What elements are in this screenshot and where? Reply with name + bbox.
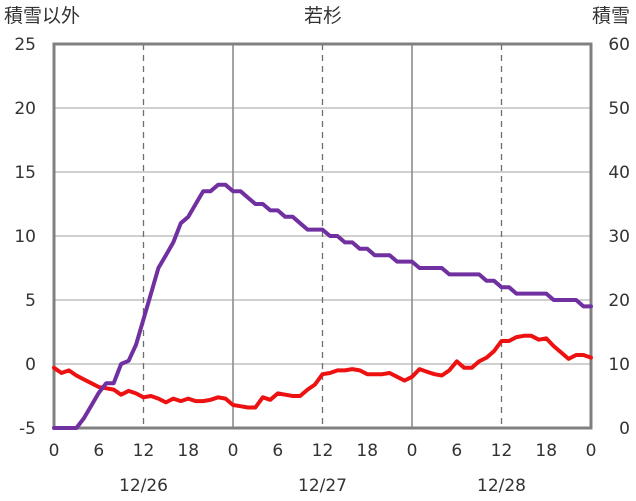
left-tick-label: 25 [14,35,36,55]
left-tick-label: 15 [14,163,36,183]
x-tick-label: 18 [177,441,199,461]
x-tick-label: 12 [133,441,155,461]
date-labels: 12/26 12/27 12/28 [119,476,526,496]
x-tick-label: 6 [272,441,283,461]
x-tick-label: 0 [228,441,239,461]
left-axis-label: 積雪以外 [4,5,80,27]
right-tick-label: 40 [608,163,630,183]
right-tick-label: 30 [608,227,630,247]
left-tick-label: 5 [25,291,36,311]
x-tick-label: 12 [491,441,513,461]
x-tick-label: 6 [451,441,462,461]
date-label: 12/27 [298,476,347,496]
left-tick-label: 10 [14,227,36,247]
date-label: 12/28 [477,476,526,496]
x-tick-label: 0 [407,441,418,461]
other-series-line [52,333,593,410]
right-axis-label: 積雪 [592,5,630,27]
right-y-axis: 0 10 20 30 40 50 60 [608,35,630,439]
right-tick-label: 10 [608,355,630,375]
x-tick-label: 18 [535,441,557,461]
x-axis: 0 6 12 18 0 6 12 18 0 6 12 18 0 [49,441,597,461]
plot-frame [52,42,593,430]
x-tick-label: 0 [49,441,60,461]
right-tick-label: 20 [608,291,630,311]
left-tick-label: -5 [19,419,36,439]
right-tick-label: 50 [608,99,630,119]
left-y-axis: -5 0 5 10 15 20 25 [14,35,36,439]
grid-lines [54,44,591,428]
series-layer [52,182,593,430]
x-tick-label: 12 [312,441,334,461]
chart-title: 若杉 [304,5,342,27]
right-tick-label: 60 [608,35,630,55]
x-tick-label: 0 [586,441,597,461]
x-tick-label: 6 [93,441,104,461]
date-label: 12/26 [119,476,168,496]
snow-depth-line [52,182,593,430]
left-tick-label: 0 [25,355,36,375]
right-tick-label: 0 [619,419,630,439]
x-tick-label: 18 [356,441,378,461]
left-tick-label: 20 [14,99,36,119]
